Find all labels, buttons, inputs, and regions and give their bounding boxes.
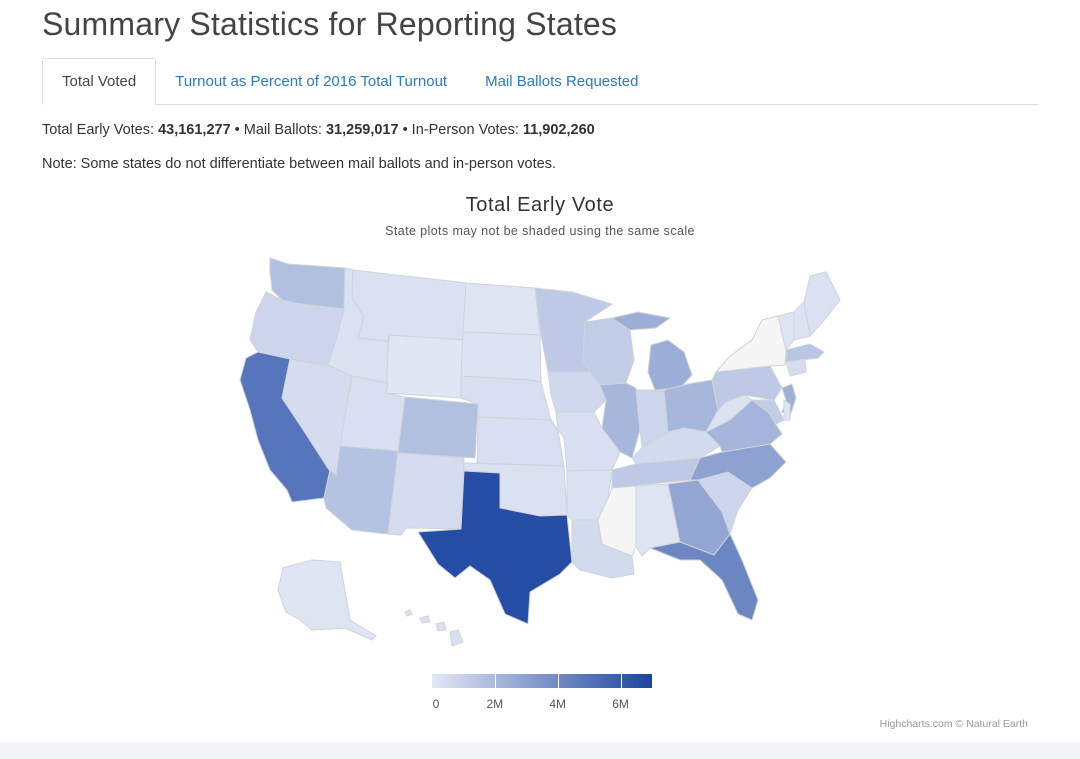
state-de[interactable] — [783, 399, 791, 421]
state-ms[interactable] — [597, 485, 637, 557]
state-ny[interactable] — [714, 315, 787, 373]
state-mt[interactable] — [351, 269, 467, 342]
legend-label-0: 0 — [432, 697, 440, 711]
in-person-value: 11,902,260 — [522, 122, 595, 138]
state-md[interactable] — [750, 399, 785, 425]
early-votes-value: 43,161,277 — [158, 122, 231, 138]
state-mi[interactable] — [610, 311, 693, 391]
state-ks[interactable] — [476, 416, 565, 467]
legend-label-6m: 6M — [612, 697, 629, 711]
summary-stats: Total Early Votes: 43,161,277 • Mail Bal… — [42, 122, 595, 138]
state-ct[interactable] — [785, 358, 807, 377]
state-nd[interactable] — [462, 282, 541, 336]
legend-tick-4m — [557, 674, 559, 688]
footer-band — [0, 742, 1080, 759]
state-fl[interactable] — [648, 533, 759, 621]
note-text: Note: Some states do not differentiate b… — [42, 156, 556, 172]
tab-mail-ballots-requested[interactable]: Mail Ballots Requested — [485, 72, 639, 90]
in-person-label: • In-Person Votes: — [398, 122, 523, 138]
legend-label-4m: 4M — [549, 697, 567, 711]
credits[interactable]: Highcharts.com © Natural Earth — [879, 718, 1028, 730]
color-legend-bar — [432, 674, 652, 688]
legend-label-2m: 2M — [486, 697, 504, 711]
state-wy[interactable] — [385, 334, 464, 399]
state-nm[interactable] — [387, 452, 465, 536]
state-hi[interactable] — [404, 609, 464, 647]
state-sd[interactable] — [460, 331, 542, 383]
mail-ballots-value: 31,259,017 — [325, 122, 399, 138]
tab-bar: Total Voted Turnout as Percent of 2016 T… — [42, 58, 1039, 105]
chart-subtitle: State plots may not be shaded using the … — [385, 224, 695, 238]
tab-total-voted[interactable]: Total Voted — [42, 58, 157, 105]
tab-turnout-percent[interactable]: Turnout as Percent of 2016 Total Turnout — [175, 72, 448, 90]
early-votes-label: Total Early Votes: — [42, 122, 159, 138]
mail-ballots-label: • Mail Ballots: — [230, 122, 326, 138]
legend-tick-6m — [620, 674, 622, 688]
page-title: Summary Statistics for Reporting States — [42, 6, 618, 42]
state-ak[interactable] — [277, 559, 377, 641]
chart-title: Total Early Vote — [465, 194, 615, 216]
state-co[interactable] — [397, 396, 479, 459]
state-tx[interactable] — [417, 470, 573, 625]
state-ma[interactable] — [785, 343, 825, 363]
legend-tick-2m — [494, 674, 496, 688]
state-me[interactable] — [803, 271, 841, 338]
